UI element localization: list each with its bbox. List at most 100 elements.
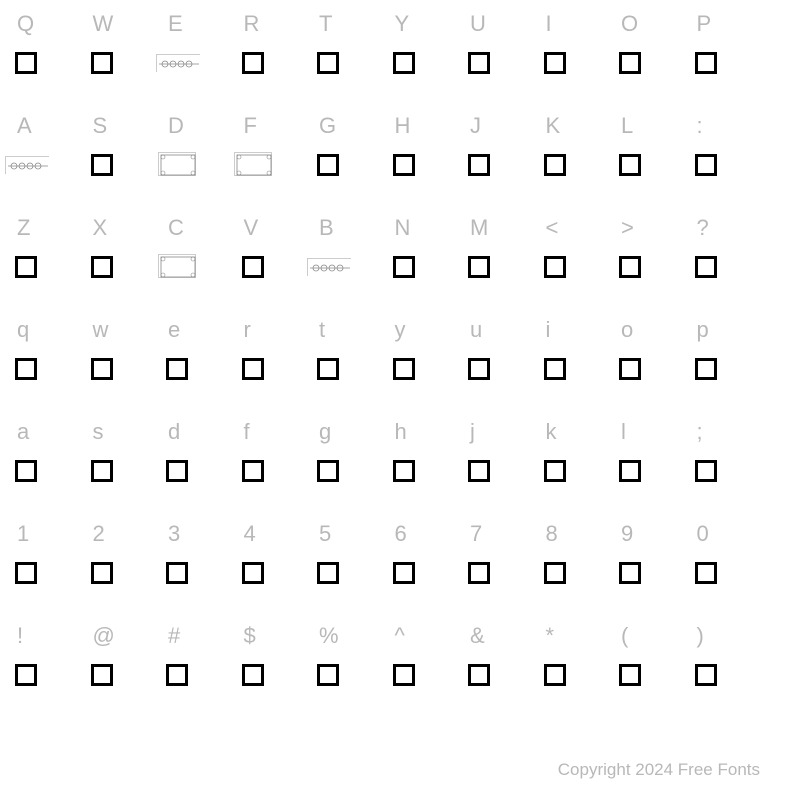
char-label: @ [91,620,115,652]
missing-glyph-icon [695,460,717,482]
char-label: u [468,314,482,346]
missing-glyph-icon [166,664,188,686]
decorative-glyph-icon [307,258,351,276]
missing-glyph-icon [468,256,490,278]
char-label: g [317,416,331,448]
glyph-cell: J [468,110,544,212]
char-label: o [619,314,633,346]
glyph-cell: M [468,212,544,314]
char-label: f [242,416,250,448]
glyph-cell: ) [695,620,771,722]
char-label: B [317,212,334,244]
glyph-cell: j [468,416,544,518]
glyph-cell: 2 [91,518,167,620]
char-label: L [619,110,633,142]
glyph-cell: B [317,212,393,314]
missing-glyph-icon [619,664,641,686]
glyph-cell: L [619,110,695,212]
glyph-cell: ( [619,620,695,722]
char-label: w [91,314,109,346]
missing-glyph-icon [468,562,490,584]
char-label: ( [619,620,628,652]
missing-glyph-icon [317,154,339,176]
missing-glyph-icon [619,154,641,176]
missing-glyph-icon [91,664,113,686]
char-label: Y [393,8,410,40]
char-label: 5 [317,518,331,550]
char-label: ! [15,620,23,652]
glyph-cell: Z [15,212,91,314]
missing-glyph-icon [242,52,264,74]
char-label: 0 [695,518,709,550]
glyph-cell: I [544,8,620,110]
glyph-cell: u [468,314,544,416]
glyph-cell: 1 [15,518,91,620]
missing-glyph-icon [468,664,490,686]
char-label: y [393,314,406,346]
glyph-cell: : [695,110,771,212]
char-label: 6 [393,518,407,550]
missing-glyph-icon [15,664,37,686]
missing-glyph-icon [544,460,566,482]
char-label: 9 [619,518,633,550]
glyph-cell: F [242,110,318,212]
char-label: % [317,620,339,652]
glyph-cell: G [317,110,393,212]
glyph-cell: K [544,110,620,212]
glyph-cell: W [91,8,167,110]
missing-glyph-icon [544,256,566,278]
glyph-cell: Y [393,8,469,110]
glyph-cell: ^ [393,620,469,722]
glyph-cell: w [91,314,167,416]
missing-glyph-icon [242,562,264,584]
char-label: A [15,110,32,142]
char-label: h [393,416,407,448]
glyph-cell: 0 [695,518,771,620]
glyph-cell: i [544,314,620,416]
char-label: ) [695,620,704,652]
char-label: t [317,314,325,346]
missing-glyph-icon [242,358,264,380]
glyph-cell: T [317,8,393,110]
char-label: 4 [242,518,256,550]
char-label: E [166,8,183,40]
glyph-cell: g [317,416,393,518]
char-label: S [91,110,108,142]
char-label: & [468,620,485,652]
char-label: p [695,314,709,346]
missing-glyph-icon [15,358,37,380]
char-label: F [242,110,257,142]
missing-glyph-icon [544,154,566,176]
missing-glyph-icon [91,460,113,482]
char-label: C [166,212,184,244]
char-label: ^ [393,620,405,652]
glyph-cell: 8 [544,518,620,620]
char-label: M [468,212,488,244]
glyph-cell: P [695,8,771,110]
char-label: # [166,620,180,652]
glyph-cell: 5 [317,518,393,620]
glyph-cell: Q [15,8,91,110]
char-label: U [468,8,486,40]
missing-glyph-icon [91,562,113,584]
glyph-cell: E [166,8,242,110]
char-label: X [91,212,108,244]
missing-glyph-icon [317,460,339,482]
char-label: 1 [15,518,29,550]
glyph-cell: t [317,314,393,416]
missing-glyph-icon [619,358,641,380]
glyph-cell: s [91,416,167,518]
char-label: q [15,314,29,346]
char-label: P [695,8,712,40]
missing-glyph-icon [393,562,415,584]
glyph-cell: < [544,212,620,314]
decorative-glyph-icon [156,54,200,72]
missing-glyph-icon [242,256,264,278]
missing-glyph-icon [695,52,717,74]
char-label: ; [695,416,703,448]
char-label: k [544,416,557,448]
char-label: s [91,416,104,448]
missing-glyph-icon [468,358,490,380]
char-label: D [166,110,184,142]
missing-glyph-icon [393,256,415,278]
